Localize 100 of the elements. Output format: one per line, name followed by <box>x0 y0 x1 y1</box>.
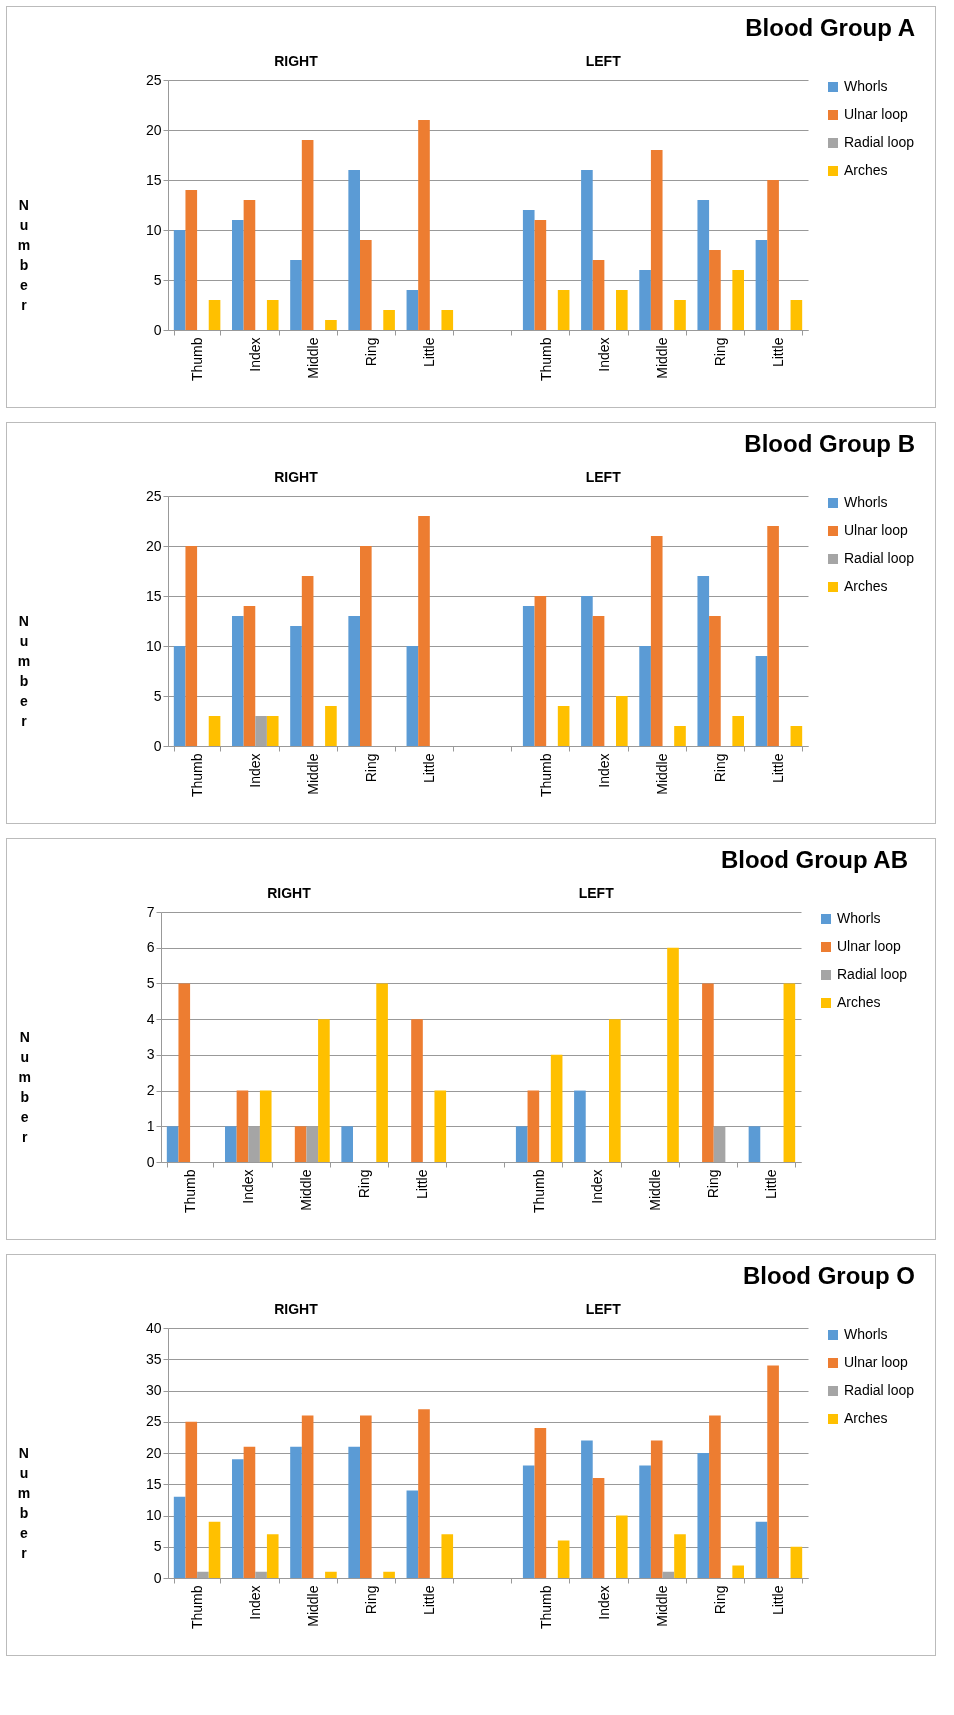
x-tick-label: Little <box>421 337 438 368</box>
x-tick-label: Little <box>421 753 438 784</box>
bar <box>360 546 372 746</box>
bar <box>674 726 686 746</box>
x-tick-label: Index <box>239 1169 256 1204</box>
y-tick-label: 0 <box>153 737 162 754</box>
bar <box>767 1365 779 1578</box>
text: LEFT <box>585 1301 622 1317</box>
bar <box>748 1126 761 1162</box>
bar <box>341 1126 353 1162</box>
y-tick-label: 35 <box>145 1350 162 1367</box>
x-tick-label: Middle <box>647 1169 664 1211</box>
y-tick-label: 15 <box>145 1475 162 1492</box>
x-tick-label: Ring <box>712 753 729 783</box>
x-tick-label: Middle <box>297 1169 314 1211</box>
text: RIGHT <box>274 53 319 69</box>
y-tick-label: 10 <box>145 221 162 238</box>
bar <box>232 616 244 746</box>
bar <box>348 1446 360 1578</box>
bar <box>534 220 547 330</box>
y-tick-label: 10 <box>145 1507 162 1523</box>
x-tick-label: Thumb <box>537 753 554 798</box>
bar <box>755 240 768 330</box>
bar <box>527 1090 540 1162</box>
bar <box>208 1521 221 1578</box>
bar <box>616 290 628 330</box>
legend-label: Ulnar loop <box>844 522 909 538</box>
bar <box>348 170 360 330</box>
bar <box>418 1409 430 1578</box>
x-tick-label: Ring <box>712 337 729 367</box>
y-tick-label: 0 <box>153 321 162 338</box>
x-tick-label: Index <box>246 753 263 788</box>
y-tick-label: 4 <box>146 1010 155 1027</box>
bar <box>581 170 593 330</box>
bar <box>755 656 768 746</box>
bar <box>639 270 651 330</box>
bar <box>418 516 430 746</box>
x-tick-label: Little <box>770 337 787 368</box>
bar <box>185 1421 198 1578</box>
x-tick-label: Index <box>595 337 612 372</box>
x-tick-label: Middle <box>304 1585 321 1627</box>
bar <box>236 1090 249 1162</box>
x-tick-label: Little <box>770 1585 787 1616</box>
bar <box>709 250 721 330</box>
bar <box>325 1571 337 1578</box>
bar <box>441 310 454 330</box>
bar <box>534 1428 547 1578</box>
bar <box>674 1534 686 1578</box>
legend-label: Ulnar loop <box>844 106 909 122</box>
x-tick-label: Ring <box>363 337 380 367</box>
y-tick-label: 1 <box>146 1117 155 1134</box>
bar <box>732 1565 744 1578</box>
x-tick-label: Little <box>763 1169 780 1200</box>
bar <box>301 1415 314 1578</box>
bar <box>581 596 593 746</box>
y-tick-label: 25 <box>145 487 162 504</box>
bar <box>360 240 372 330</box>
legend-label: Radial loop <box>844 1382 915 1398</box>
x-tick-label: Index <box>246 1585 263 1620</box>
bar <box>185 190 198 330</box>
bar <box>243 606 256 746</box>
bar <box>650 536 663 746</box>
y-tick-label: 5 <box>146 974 155 991</box>
bar <box>301 140 314 330</box>
legend-label: Ulnar loop <box>844 1354 909 1370</box>
bar <box>767 526 779 746</box>
y-tick-label: 15 <box>145 171 162 188</box>
bar <box>674 300 686 330</box>
bar <box>790 1546 803 1578</box>
bar <box>383 310 395 330</box>
x-tick-label: Index <box>588 1169 605 1204</box>
bar <box>790 300 803 330</box>
bar <box>767 180 779 330</box>
bar <box>697 576 710 746</box>
text: LEFT <box>585 53 622 69</box>
bar <box>592 260 605 330</box>
bar <box>360 1415 372 1578</box>
bar <box>574 1090 586 1162</box>
text: RIGHT <box>274 469 319 485</box>
bar <box>173 230 186 330</box>
y-tick-label: 40 <box>145 1319 162 1336</box>
chart-title: Blood Group B <box>744 430 915 457</box>
bar <box>208 716 221 746</box>
x-tick-label: Thumb <box>188 753 205 798</box>
chart-title: Blood Group AB <box>720 846 908 873</box>
bar <box>225 1126 237 1162</box>
bar <box>732 716 744 746</box>
bar <box>178 983 191 1162</box>
bar <box>232 1459 244 1578</box>
x-tick-label: Index <box>595 753 612 788</box>
x-tick-label: Ring <box>356 1169 373 1199</box>
x-tick-label: Middle <box>304 337 321 379</box>
bar <box>702 983 714 1162</box>
y-tick-label: 0 <box>153 1569 162 1586</box>
x-tick-label: Ring <box>705 1169 722 1199</box>
legend-label: Radial loop <box>844 134 915 150</box>
bar <box>550 1054 563 1162</box>
legend-label: Arches <box>844 162 888 178</box>
bar <box>243 1446 256 1578</box>
bar <box>592 616 605 746</box>
